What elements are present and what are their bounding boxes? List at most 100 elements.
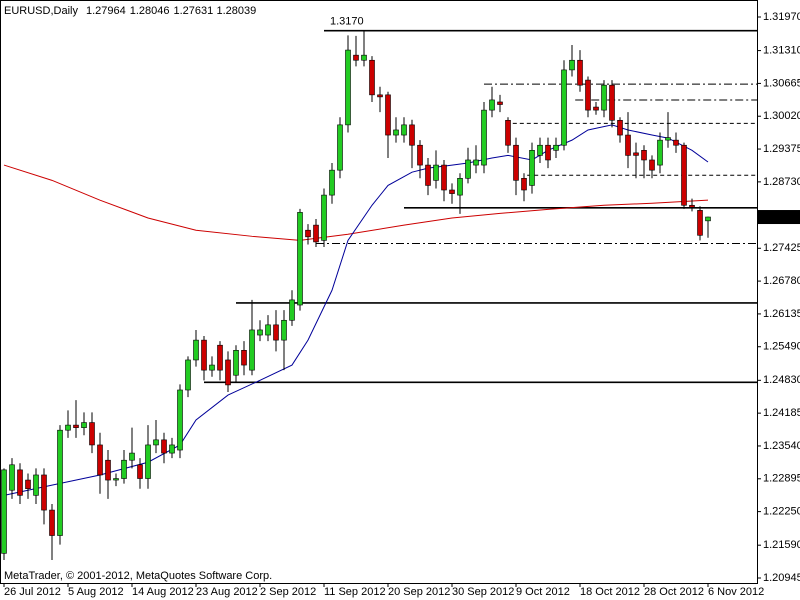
candle-body [49, 509, 55, 536]
symbol: EURUSD,Daily [4, 5, 78, 17]
candle-body [425, 164, 431, 186]
candle-body [105, 459, 111, 481]
y-tick-label: 1.30665 [763, 77, 800, 89]
candle-body [225, 359, 231, 386]
candle-body [649, 159, 655, 171]
candle-body [353, 54, 359, 61]
candle-body [457, 178, 463, 196]
candle-body [193, 339, 199, 361]
candle-body [361, 54, 367, 61]
candle-body [569, 59, 575, 71]
candle-body [489, 99, 495, 111]
candle-body [161, 439, 167, 454]
candle-body [505, 119, 511, 146]
candle-body [57, 429, 63, 536]
y-tick-label: 1.30020 [763, 110, 800, 122]
header-low: 1.27631 [174, 5, 214, 17]
x-tick-label: 14 Aug 2012 [132, 586, 194, 598]
y-tick-label: 1.27425 [763, 242, 800, 254]
y-tick-label: 1.24830 [763, 374, 800, 386]
candle-body [273, 324, 279, 341]
candle-body [529, 150, 535, 186]
candle-body [217, 344, 223, 371]
y-tick-label: 1.31970 [763, 11, 800, 23]
candle-body [705, 216, 711, 222]
candle-body [673, 139, 679, 146]
candle-body [177, 389, 183, 451]
candle-body [433, 164, 439, 181]
candle-body [97, 444, 103, 476]
candle-body [137, 464, 143, 479]
x-tick-label: 23 Aug 2012 [196, 586, 258, 598]
candle-body [297, 212, 303, 306]
candle-body [209, 364, 215, 371]
candle-body [553, 144, 559, 151]
candle-body [449, 189, 455, 194]
candle-body [641, 150, 647, 161]
header-open: 1.27964 [86, 5, 126, 17]
y-tick-label: 1.29375 [763, 143, 800, 155]
candle-body [585, 79, 591, 111]
candle-body [169, 444, 175, 454]
candle-body [337, 124, 343, 171]
header: EURUSD,Daily 1.27964 1.28046 1.27631 1.28039 [4, 5, 256, 17]
y-tick-label: 1.26780 [763, 275, 800, 287]
y-tick-label: 1.26135 [763, 308, 800, 320]
candle-body [17, 469, 23, 496]
footer: MetaTrader, © 2001-2012, MetaQuotes Soft… [4, 570, 272, 582]
x-tick-label: 5 Aug 2012 [68, 586, 124, 598]
candle-body [617, 119, 623, 136]
candle-body [345, 49, 351, 126]
candle-body [89, 422, 95, 446]
candle-body [681, 144, 687, 206]
candle-body [153, 439, 159, 446]
candle-body [329, 169, 335, 196]
y-tick-label: 1.22895 [763, 473, 800, 485]
y-tick-label: 1.31310 [763, 44, 800, 56]
candle-body [521, 178, 527, 191]
candle-body [633, 152, 639, 156]
price-box [758, 210, 800, 225]
candle-body [513, 144, 519, 181]
candle-body [145, 444, 151, 479]
y-tick-label: 1.20945 [763, 572, 800, 584]
candle-body [385, 94, 391, 136]
candle-body [305, 229, 311, 238]
candle-body [265, 324, 271, 336]
y-tick-label: 1.28730 [763, 176, 800, 188]
candle-body [689, 204, 695, 208]
candle-body [409, 124, 415, 146]
candle-body [657, 139, 663, 166]
candle-body [113, 478, 119, 481]
y-tick-label: 1.25490 [763, 341, 800, 353]
header-high: 1.28046 [130, 5, 170, 17]
candle-body [313, 224, 319, 243]
candle-body [665, 137, 671, 141]
candle-body [185, 359, 191, 391]
candle-body [41, 474, 47, 511]
candle-body [281, 319, 287, 341]
candle-body [257, 329, 263, 336]
plot-area: 1.3170 [1, 16, 757, 560]
candle-body [129, 452, 135, 461]
candle-body [497, 101, 503, 105]
y-tick-label: 1.22250 [763, 506, 800, 518]
candle-body [417, 144, 423, 166]
x-tick-label: 18 Oct 2012 [580, 586, 640, 598]
x-tick-label: 30 Sep 2012 [452, 586, 514, 598]
candle-body [537, 144, 543, 156]
y-tick-label: 1.21590 [763, 539, 800, 551]
candle-body [9, 464, 15, 491]
candle-body [201, 339, 207, 371]
x-tick-label: 20 Sep 2012 [388, 586, 450, 598]
candle-body [377, 94, 383, 98]
level-label: 1.3170 [330, 16, 364, 28]
candle-body [625, 134, 631, 156]
candle-body [33, 474, 39, 496]
candle-body [233, 349, 239, 376]
candle-body [73, 424, 79, 428]
candle-body [289, 299, 295, 321]
candle-body [561, 69, 567, 146]
candle-body [577, 59, 583, 86]
